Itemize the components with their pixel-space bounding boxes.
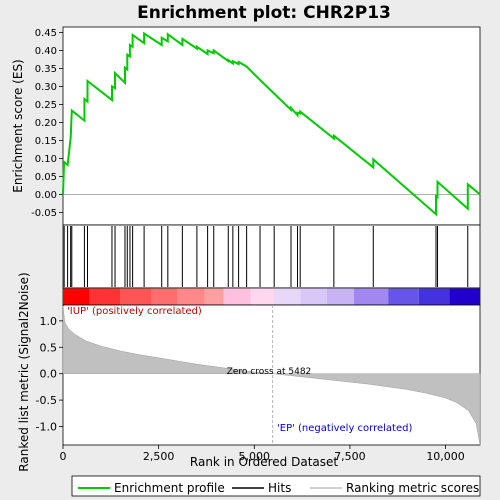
metric-y-axis-label: Ranked list metric (Signal2Noise) [17,272,31,471]
x-tick-label: 0 [60,450,67,463]
zero-cross-label: Zero cross at 5482 [227,367,312,377]
chart-title: Enrichment plot: CHR2P13 [137,3,391,23]
legend-hits-label: Hits [268,481,291,495]
metric-y-tick-label: 1.0 [40,315,58,328]
es-panel [63,27,480,225]
metric-y-tick-label: 0.5 [40,341,58,354]
es-y-axis-label: Enrichment score (ES) [11,59,25,192]
colorbar-segment [205,289,224,305]
es-y-tick-label: -0.05 [31,208,57,219]
colorbar-segment [388,289,419,305]
colorbar-segment [90,289,121,305]
colorbar-segment [273,289,300,305]
es-y-tick-label: 0.00 [35,190,57,201]
metric-y-tick-label: -0.5 [36,394,57,407]
negative-correlation-label: 'EP' (negatively correlated) [277,423,412,434]
colorbar-segment [300,289,327,305]
ranked-list-colorbar [63,289,480,305]
colorbar-segment [151,289,178,305]
es-y-tick-label: 0.20 [35,118,57,129]
colorbar-segment [120,289,151,305]
metric-y-tick-label: -1.0 [36,421,57,434]
x-tick-label: 2,500 [143,450,175,463]
es-y-tick-label: 0.45 [35,28,57,39]
legend-enrichment-label: Enrichment profile [114,481,225,495]
colorbar-segment [419,289,450,305]
es-y-tick-label: 0.05 [35,172,57,183]
es-y-tick-label: 0.10 [35,154,57,165]
colorbar-segment [327,289,354,305]
es-y-tick-label: 0.35 [35,64,57,75]
colorbar-segment [178,289,205,305]
colorbar-segment [63,289,90,305]
hits-panel [63,225,480,288]
es-y-tick-label: 0.40 [35,46,57,57]
es-y-tick-label: 0.25 [35,100,57,111]
positive-correlation-label: 'IUP' (positively correlated) [67,306,202,317]
metric-y-tick-label: 0.0 [40,368,58,381]
x-tick-label: 7,500 [334,450,366,463]
es-y-tick-label: 0.30 [35,82,57,93]
colorbar-segment [250,289,273,305]
colorbar-segment [449,289,480,305]
colorbar-segment [354,289,388,305]
x-axis-label: Rank in Ordered Dataset [190,455,338,469]
legend-ranking-label: Ranking metric scores [346,481,479,495]
x-tick-label: 10,000 [426,450,465,463]
colorbar-segment [224,289,251,305]
es-y-tick-label: 0.15 [35,136,57,147]
